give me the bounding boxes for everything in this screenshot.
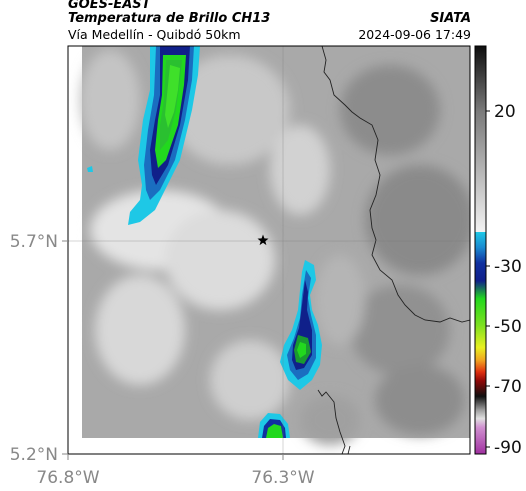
source-label: SIATA (430, 11, 471, 26)
lon-tick-76-3: 76.3°W (251, 468, 314, 488)
cold-cloud-north (128, 46, 200, 225)
lon-tick-76-8: 76.8°W (36, 468, 99, 488)
colorbar-tick-minus-50: -50 (494, 317, 522, 337)
region-label: Vía Medellín - Quibdó 50km (68, 27, 241, 42)
map-gridlines (68, 46, 470, 454)
colorbar-tick-20: 20 (494, 102, 516, 122)
colorbar-tick-minus-70: -70 (494, 377, 522, 397)
star-icon (257, 234, 269, 246)
boundary-lines (317, 46, 470, 454)
satellite-image (68, 46, 470, 454)
satellite-title: GOES-EAST (68, 0, 151, 12)
map-border (67, 45, 471, 455)
cold-cloud-bottom (258, 413, 290, 438)
lat-tick-5-7: 5.7°N (10, 232, 58, 252)
product-title: Temperatura de Brillo CH13 (68, 11, 271, 26)
colorbar: 20 -30 -50 -70 -90 (474, 45, 522, 458)
cold-cloud-south (280, 260, 322, 390)
timestamp-label: 2024-09-06 17:49 (358, 27, 471, 42)
lat-tick-5-2: 5.2°N (10, 445, 58, 465)
colorbar-tick-minus-30: -30 (494, 257, 522, 277)
colorbar-tick-minus-90: -90 (494, 438, 522, 458)
